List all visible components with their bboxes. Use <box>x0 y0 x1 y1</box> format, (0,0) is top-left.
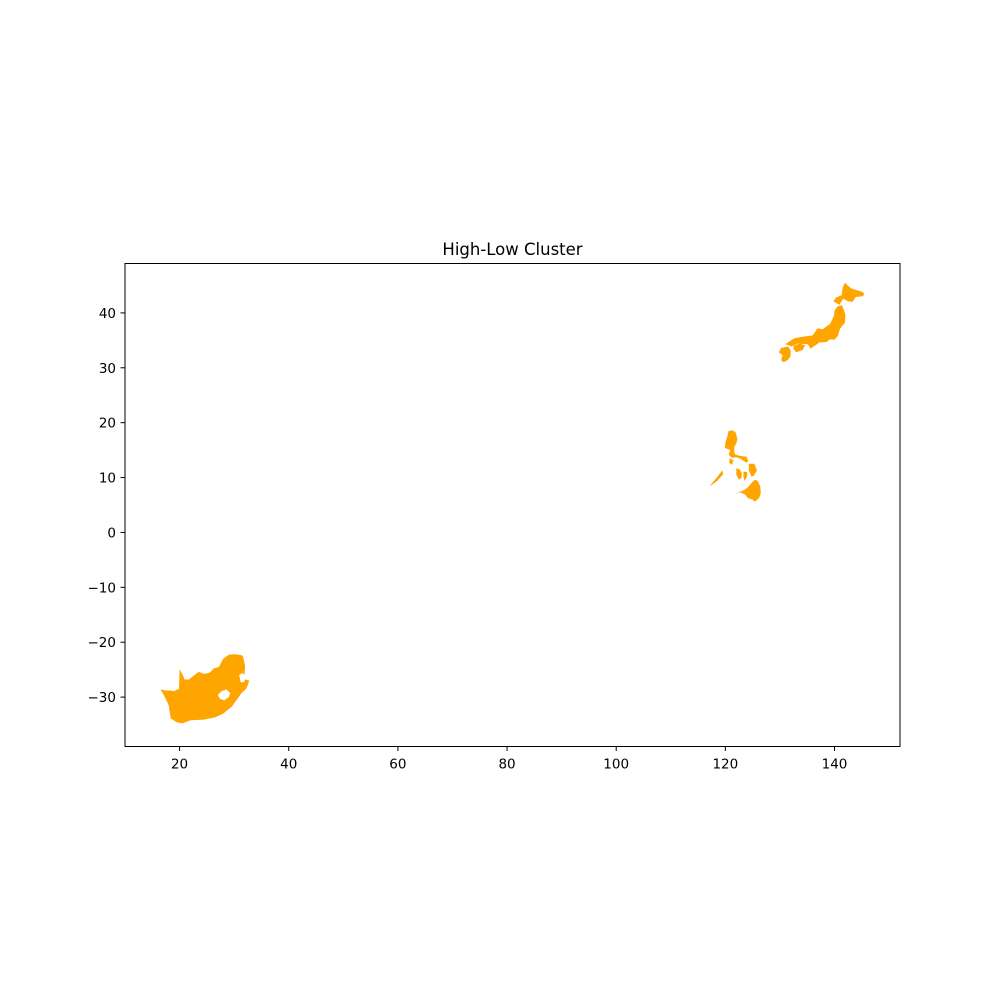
x-tick-label: 80 <box>498 757 515 773</box>
y-tick-label: −20 <box>88 635 117 651</box>
x-axis: 20 40 60 80 100 120 140 <box>171 746 848 773</box>
y-axis: −30 −20 −10 0 10 20 30 40 <box>88 306 125 706</box>
x-tick-label: 20 <box>171 757 188 773</box>
y-tick-label: 0 <box>107 525 116 541</box>
y-tick-label: 20 <box>99 416 116 432</box>
y-tick-label: 40 <box>99 306 116 322</box>
y-tick-label: 10 <box>99 471 116 487</box>
y-tick-label: −10 <box>88 580 117 596</box>
y-tick-label: −30 <box>88 690 117 706</box>
region-philippines <box>710 430 761 502</box>
region-south-africa <box>160 654 250 724</box>
x-tick-label: 100 <box>603 757 629 773</box>
regions-layer <box>160 282 865 724</box>
axes-frame <box>124 263 901 747</box>
region-japan <box>778 282 865 363</box>
x-tick-label: 120 <box>712 757 738 773</box>
chart-title: High-Low Cluster <box>442 240 582 259</box>
x-tick-label: 140 <box>822 757 848 773</box>
x-tick-label: 60 <box>389 757 406 773</box>
x-tick-label: 40 <box>280 757 297 773</box>
y-tick-label: 30 <box>99 361 116 377</box>
